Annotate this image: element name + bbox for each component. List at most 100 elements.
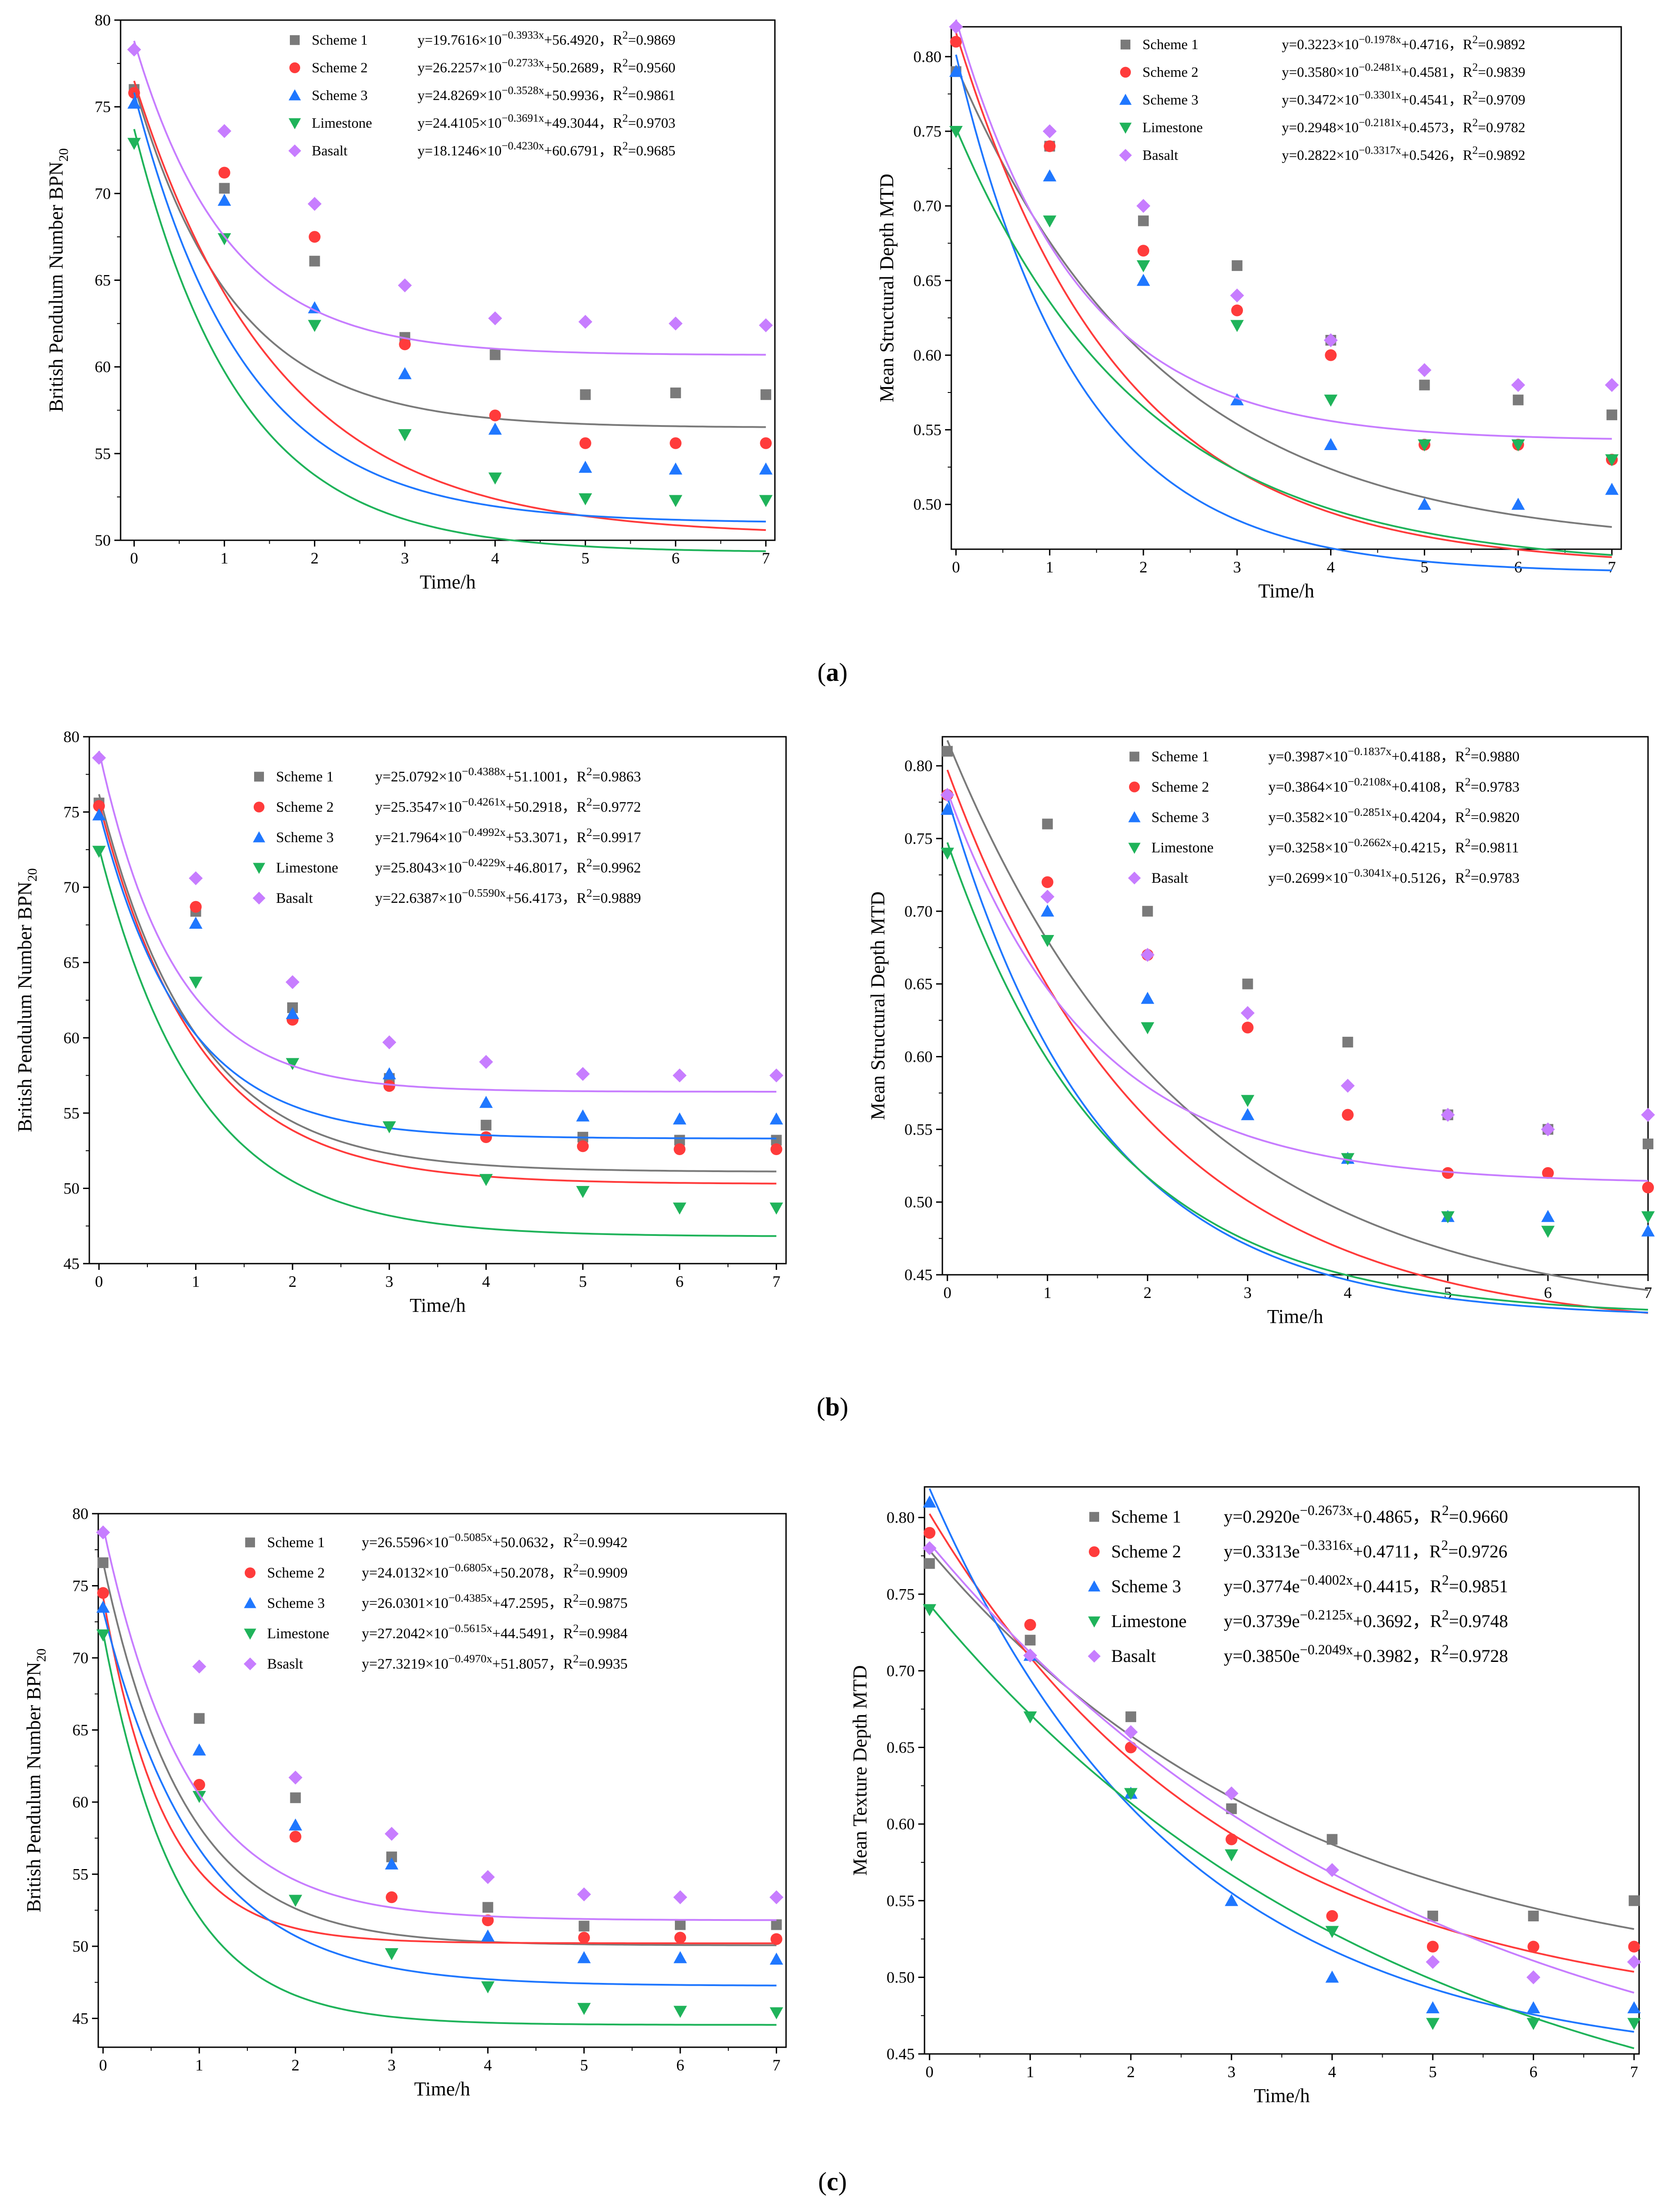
fit-curve xyxy=(929,1488,1634,2033)
equation-r2-value: =0.9909 xyxy=(579,1565,628,1581)
data-point xyxy=(578,315,593,329)
y-axis-title: British Pendulum Number BPN20 xyxy=(14,868,40,1132)
data-point xyxy=(218,233,231,246)
data-point xyxy=(1324,438,1338,450)
y-tick-label: 0.55 xyxy=(887,1892,915,1910)
x-axis-title: Time/h xyxy=(414,2078,470,2100)
data-point xyxy=(1225,1894,1238,1906)
data-point xyxy=(218,167,230,179)
x-tick-label: 5 xyxy=(580,2056,588,2074)
panel-label-a: (a) xyxy=(817,658,848,687)
x-tick-label: 0 xyxy=(952,558,960,576)
data-point xyxy=(385,1827,399,1841)
legend-label: Basalt xyxy=(1111,1646,1156,1666)
data-point xyxy=(286,1007,299,1019)
data-point xyxy=(92,751,106,765)
data-point xyxy=(398,367,412,380)
equation-tail: +56.4173，R xyxy=(506,890,586,906)
data-point xyxy=(941,802,954,815)
plot-frame xyxy=(88,736,787,1265)
x-tick-label: 4 xyxy=(1344,1284,1352,1302)
series-scheme-2 xyxy=(128,80,772,531)
y-axis-title: British Pendulum Number BPN20 xyxy=(23,1649,49,1912)
x-tick-label: 5 xyxy=(579,1273,587,1290)
data-point xyxy=(1605,454,1619,467)
data-point xyxy=(674,1932,686,1944)
legend-equation: y=0.2822×10−0.3317x+0.5426，R2=0.9892 xyxy=(1282,145,1525,163)
data-point xyxy=(192,1659,206,1674)
data-point xyxy=(1226,1833,1238,1845)
data-point xyxy=(1041,935,1054,947)
equation-r2-superscript: 2 xyxy=(573,1622,579,1635)
data-point xyxy=(1140,947,1155,962)
panel-label-open: ( xyxy=(817,1392,825,1421)
y-tick-label: 0.45 xyxy=(887,2045,915,2063)
x-tick-label: 5 xyxy=(1429,2063,1437,2081)
data-point xyxy=(1023,1648,1037,1663)
y-axis-title-main: British Pendulum Number BPN xyxy=(23,1662,45,1912)
legend-equation: y=24.8269×10−0.3528x+50.9936，R2=0.9861 xyxy=(418,85,675,103)
panel-label-open: ( xyxy=(817,658,826,687)
equation-tail: +0.4204，R xyxy=(1392,810,1465,826)
data-point xyxy=(189,977,203,989)
data-point xyxy=(769,1068,783,1083)
equation-exponent: −0.2181x xyxy=(1359,117,1401,129)
data-point xyxy=(382,1121,396,1134)
equation-exponent: −0.4385x xyxy=(448,1591,492,1604)
data-point xyxy=(1417,363,1432,377)
data-point xyxy=(1342,1109,1354,1121)
legend-equation: y=0.3774e−0.4002x+0.4415，R2=0.9851 xyxy=(1224,1572,1508,1596)
equation-base: y=0.3313e xyxy=(1224,1541,1300,1561)
equation-exponent: −0.4261x xyxy=(462,795,506,808)
equation-r2-value: =0.9962 xyxy=(592,860,641,876)
data-point xyxy=(1231,260,1242,271)
equation-r2-value: =0.9709 xyxy=(1478,92,1525,108)
data-point xyxy=(770,1143,782,1155)
y-axis-title-subscript: 20 xyxy=(34,1649,49,1662)
legend-marker xyxy=(1128,811,1141,822)
chart-b-right: 0 1 2 3 4 5 6 70.450.500.550.600.650.700.750.80… xyxy=(867,736,1655,1327)
fit-curve xyxy=(133,92,766,523)
data-point xyxy=(127,96,141,109)
legend-equation: y=0.3850e−0.2049x+0.3982，R2=0.9728 xyxy=(1224,1642,1508,1666)
fit-curve xyxy=(98,847,777,1237)
legend-equation: y=26.2257×10−0.2733x+50.2689，R2=0.9560 xyxy=(418,57,675,75)
legend-marker xyxy=(1119,94,1132,105)
equation-exponent: −0.2662x xyxy=(1347,836,1391,849)
fit-curve xyxy=(102,1610,777,1987)
data-point xyxy=(770,1933,782,1945)
data-point xyxy=(1326,1834,1338,1845)
data-point xyxy=(1024,1619,1036,1631)
equation-r2-value: =0.9942 xyxy=(579,1535,628,1551)
x-tick-label: 0 xyxy=(925,2063,933,2081)
data-point xyxy=(1124,1725,1138,1739)
data-point xyxy=(950,36,962,48)
legend-equation: y=27.3219×10−0.4970x+51.8057，R2=0.9935 xyxy=(362,1652,628,1672)
series-scheme-1 xyxy=(924,1550,1640,1930)
data-point xyxy=(1137,245,1150,257)
equation-r2-value: =0.9811 xyxy=(1471,840,1519,856)
legend-marker xyxy=(253,863,265,874)
data-point xyxy=(1141,1022,1155,1035)
equation-r2-superscript: 2 xyxy=(573,1531,579,1544)
y-tick-label: 60 xyxy=(63,1029,79,1047)
data-point xyxy=(285,975,300,989)
y-tick-label: 50 xyxy=(63,1179,79,1197)
y-tick-label: 0.60 xyxy=(887,1815,915,1833)
series-scheme-3 xyxy=(949,54,1619,572)
data-point xyxy=(1605,378,1619,392)
data-point xyxy=(1136,199,1150,213)
legend-equation: y=26.5596×10−0.5085x+50.0632，R2=0.9942 xyxy=(362,1531,628,1551)
series-scheme-1 xyxy=(97,1557,782,1946)
data-point xyxy=(1342,1036,1353,1048)
data-point xyxy=(1341,1079,1355,1093)
data-point xyxy=(1324,333,1338,347)
series-basalt xyxy=(949,19,1619,440)
data-point xyxy=(1418,439,1431,451)
equation-r2-superscript: 2 xyxy=(623,29,628,42)
data-point xyxy=(188,871,203,885)
data-point xyxy=(217,124,231,138)
data-point xyxy=(759,495,773,507)
legend-marker xyxy=(1129,781,1140,793)
